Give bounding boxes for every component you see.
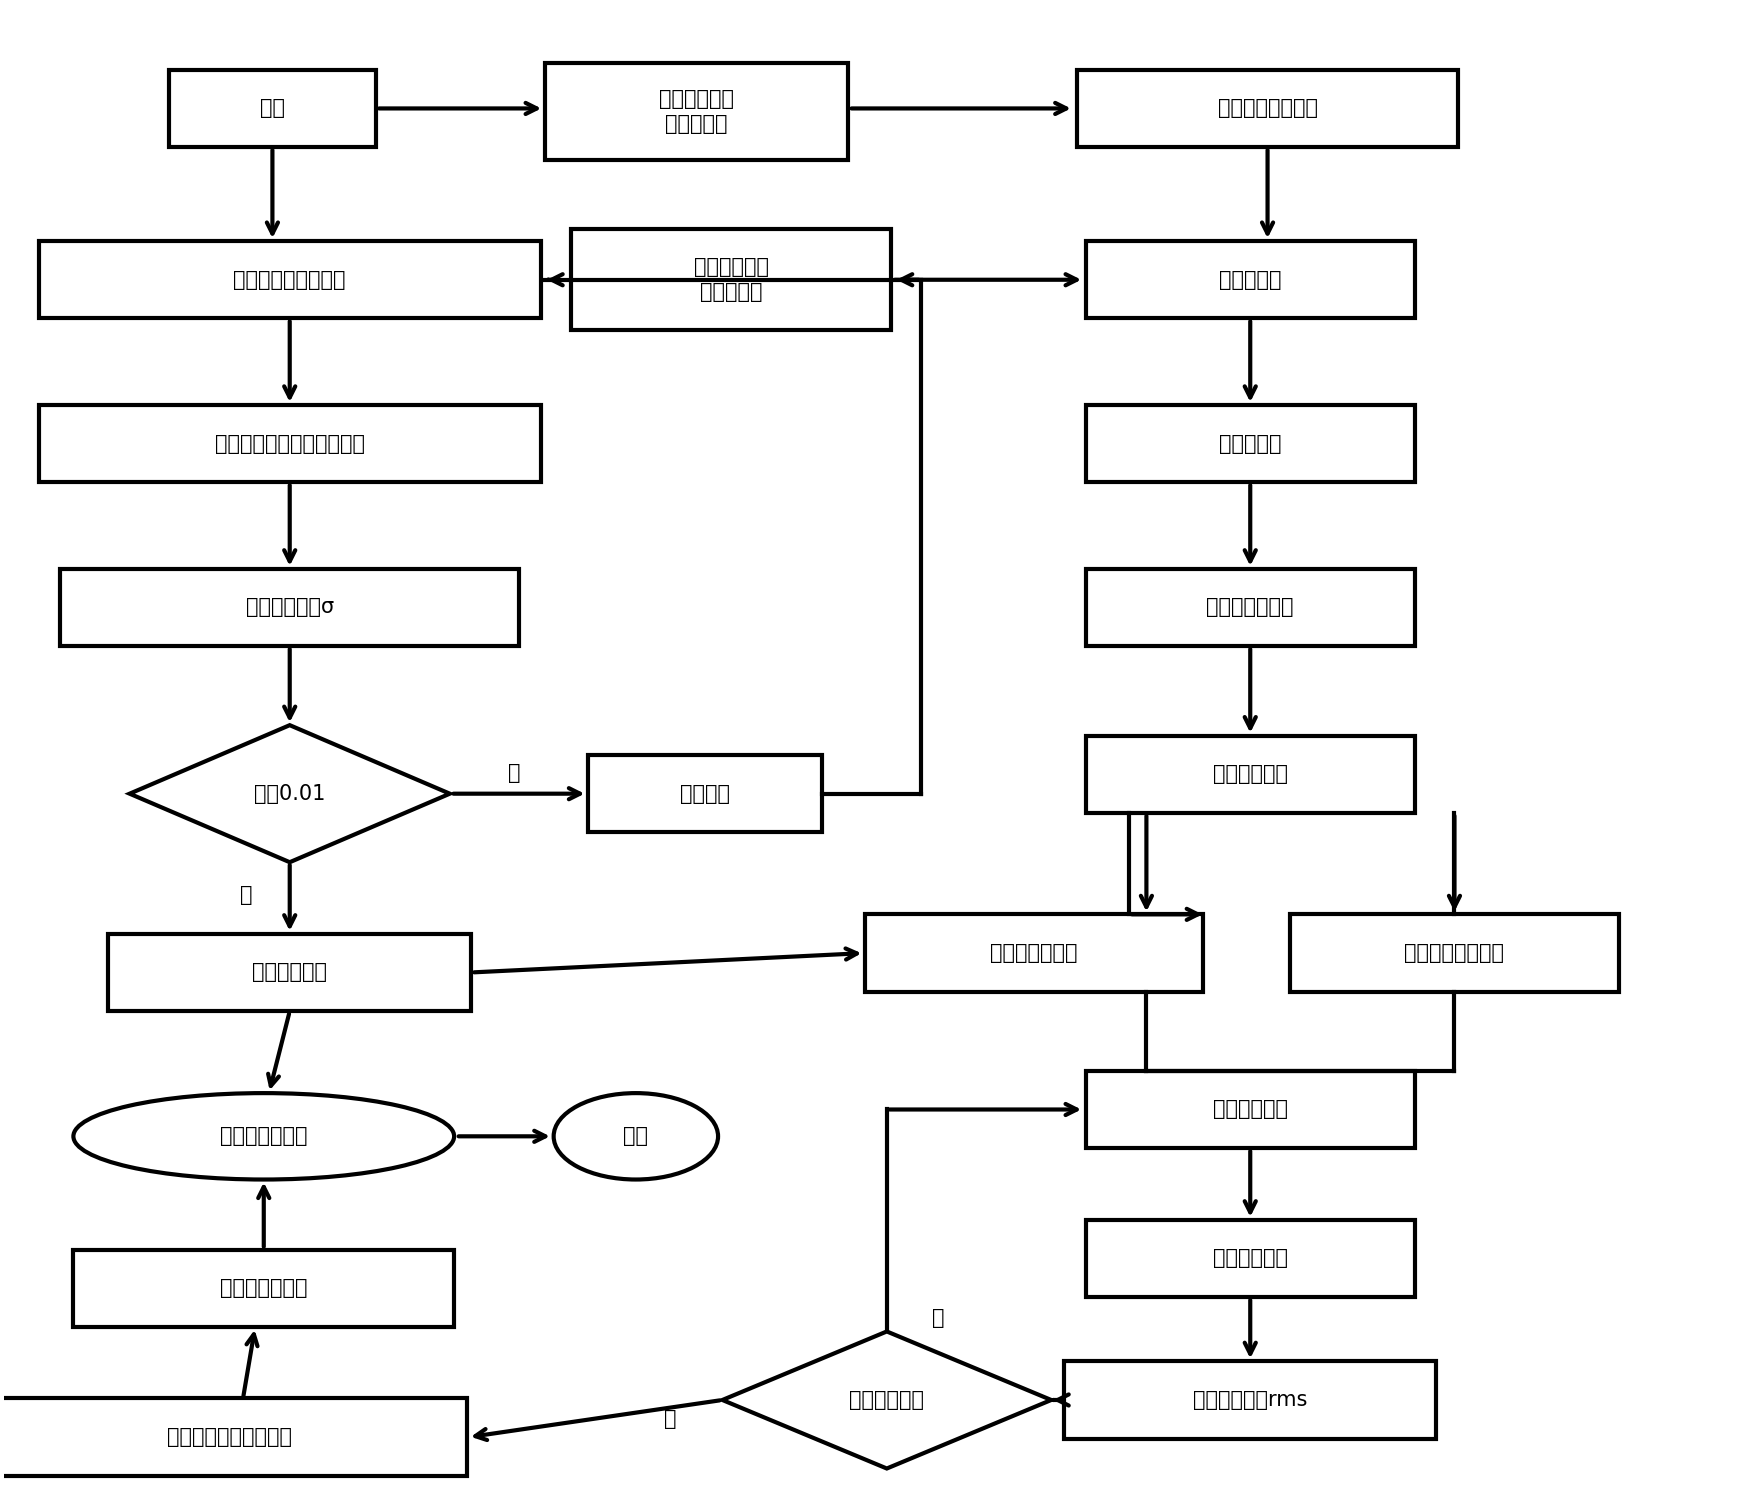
Text: 计算副面调整量: 计算副面调整量 (221, 1278, 308, 1299)
Text: 是: 是 (240, 885, 252, 905)
Text: 计算目标函数: 计算目标函数 (1212, 1248, 1289, 1269)
Text: 对每线数据进行分段: 对每线数据进行分段 (233, 270, 346, 289)
FancyBboxPatch shape (588, 755, 823, 833)
FancyBboxPatch shape (1085, 241, 1414, 319)
Text: 计算拟合精度σ: 计算拟合精度σ (245, 598, 334, 617)
FancyBboxPatch shape (169, 70, 376, 147)
Text: 保存段数: 保存段数 (680, 783, 730, 804)
FancyBboxPatch shape (544, 63, 849, 160)
FancyBboxPatch shape (38, 404, 541, 482)
Text: 否: 否 (932, 1308, 944, 1329)
FancyBboxPatch shape (73, 1249, 454, 1327)
Text: 去除多余环: 去除多余环 (1219, 270, 1282, 289)
Polygon shape (722, 1332, 1050, 1468)
Text: 是: 是 (664, 1410, 676, 1429)
FancyBboxPatch shape (1085, 1071, 1414, 1149)
Ellipse shape (73, 1094, 454, 1179)
FancyBboxPatch shape (1085, 1219, 1414, 1297)
Text: 搜索设计变量: 搜索设计变量 (1212, 1100, 1289, 1119)
Text: 设定吸合参数初值: 设定吸合参数初值 (1405, 944, 1504, 963)
Text: 对天线结构进
行静力分析: 对天线结构进 行静力分析 (659, 88, 734, 133)
FancyBboxPatch shape (108, 933, 471, 1011)
Text: 结束: 结束 (623, 1126, 649, 1146)
Text: 计算焦线长度: 计算焦线长度 (252, 962, 327, 983)
Text: 设定同焦轴约束: 设定同焦轴约束 (989, 944, 1078, 963)
Text: 开始: 开始 (259, 99, 285, 118)
Text: 否: 否 (508, 762, 522, 783)
Text: 提取主面节点数据: 提取主面节点数据 (1217, 99, 1318, 118)
FancyBboxPatch shape (0, 1399, 468, 1476)
FancyBboxPatch shape (866, 914, 1203, 992)
Ellipse shape (553, 1094, 718, 1179)
Text: 输入工作角: 输入工作角 (1219, 433, 1282, 454)
FancyBboxPatch shape (1064, 1362, 1436, 1438)
FancyBboxPatch shape (38, 241, 541, 319)
FancyBboxPatch shape (570, 229, 890, 331)
Text: 对分段数据进行抛物线拟合: 对分段数据进行抛物线拟合 (214, 433, 365, 454)
Text: 选择吸合参数: 选择吸合参数 (1212, 764, 1289, 785)
Text: 保存并显示结果: 保存并显示结果 (221, 1126, 308, 1146)
FancyBboxPatch shape (1085, 569, 1414, 646)
Text: 小于0.01: 小于0.01 (254, 783, 325, 804)
FancyBboxPatch shape (1076, 70, 1457, 147)
FancyBboxPatch shape (61, 569, 518, 646)
Text: 旋转抛物线得
到抛物环面: 旋转抛物线得 到抛物环面 (694, 258, 769, 303)
Text: 精度满足要求: 精度满足要求 (849, 1390, 925, 1410)
Polygon shape (130, 725, 450, 863)
FancyBboxPatch shape (1290, 914, 1619, 992)
FancyBboxPatch shape (1085, 404, 1414, 482)
Text: 得到抛物环面吸合参数: 得到抛物环面吸合参数 (167, 1428, 292, 1447)
Text: 计算均方根值rms: 计算均方根值rms (1193, 1390, 1308, 1410)
FancyBboxPatch shape (1085, 736, 1414, 813)
Text: 生成待吸合数据: 生成待吸合数据 (1207, 598, 1294, 617)
